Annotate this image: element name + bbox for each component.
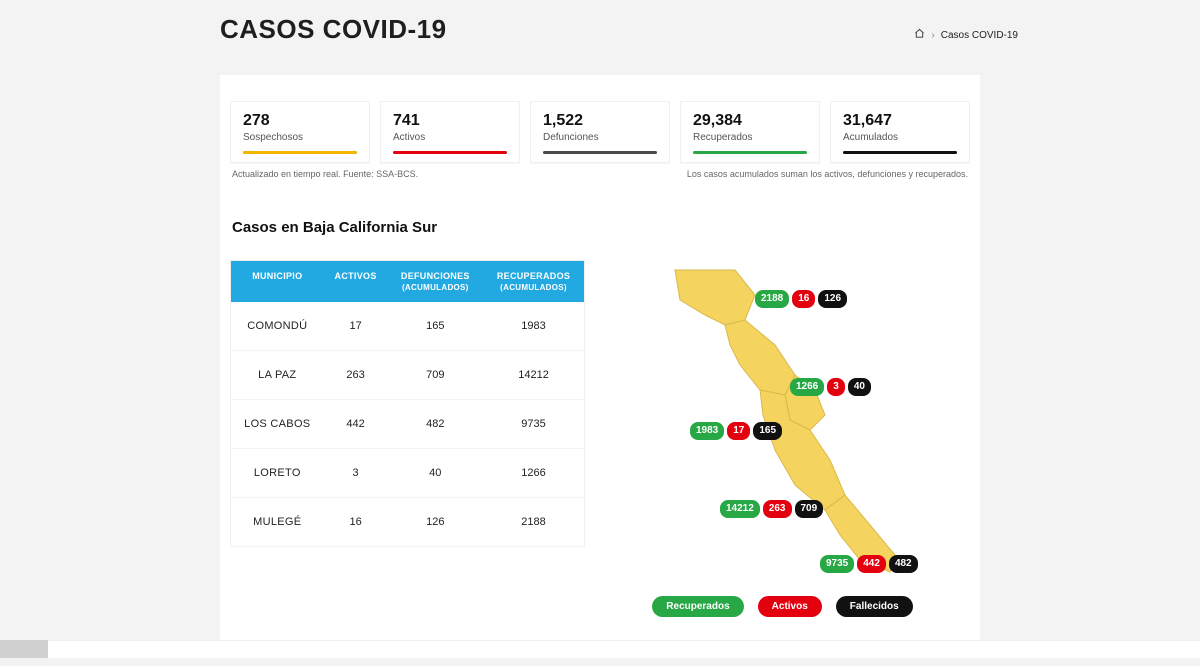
map-badge-set: 218816126: [755, 290, 847, 308]
table-row: MULEGÉ161262188: [231, 498, 585, 547]
cell-defunciones: 126: [388, 498, 484, 547]
cell-activos: 3: [324, 449, 388, 498]
note-right: Los casos acumulados suman los activos, …: [687, 169, 968, 179]
table-row: COMONDÚ171651983: [231, 302, 585, 351]
cell-recuperados: 2188: [483, 498, 584, 547]
stat-value: 1,522: [543, 112, 657, 130]
badge-recuperados: 1983: [690, 422, 724, 440]
stat-label: Recuperados: [693, 132, 807, 143]
cell-defunciones: 165: [388, 302, 484, 351]
stat-card-recuperados: 29,384 Recuperados: [680, 101, 820, 163]
stat-card-activos: 741 Activos: [380, 101, 520, 163]
badge-activos: 442: [857, 555, 886, 573]
cell-activos: 263: [324, 351, 388, 400]
cell-municipio: MULEGÉ: [231, 498, 324, 547]
cell-activos: 17: [324, 302, 388, 351]
cell-municipio: COMONDÚ: [231, 302, 324, 351]
table-row: LOS CABOS4424829735: [231, 400, 585, 449]
map-badge-set: 9735442482: [820, 555, 918, 573]
table-row: LORETO3401266: [231, 449, 585, 498]
cell-activos: 16: [324, 498, 388, 547]
stat-card-acumulados: 31,647 Acumulados: [830, 101, 970, 163]
cell-municipio: LA PAZ: [231, 351, 324, 400]
home-icon[interactable]: [914, 28, 925, 42]
map-badge-set: 14212263709: [720, 500, 823, 518]
stat-bar: [543, 151, 657, 154]
notes-row: Actualizado en tiempo real. Fuente: SSA-…: [220, 163, 980, 179]
legend-activos[interactable]: Activos: [758, 596, 822, 617]
legend-fallecidos[interactable]: Fallecidos: [836, 596, 913, 617]
stat-bar: [243, 151, 357, 154]
table-row: LA PAZ26370914212: [231, 351, 585, 400]
cell-recuperados: 1983: [483, 302, 584, 351]
breadcrumb-separator: ›: [931, 30, 934, 41]
main-content: 278 Sospechosos 741 Activos 1,522 Defunc…: [220, 75, 980, 640]
stat-card-sospechosos: 278 Sospechosos: [230, 101, 370, 163]
badge-activos: 263: [763, 500, 792, 518]
breadcrumb: › Casos COVID-19: [914, 28, 1018, 42]
footer-strip: [0, 640, 1200, 658]
stat-label: Sospechosos: [243, 132, 357, 143]
cases-table: MUNICIPIO ACTIVOS DEFUNCIONES (ACUMULADO…: [230, 260, 585, 547]
map-badge-set: 198317165: [690, 422, 782, 440]
badge-activos: 3: [827, 378, 845, 396]
map: 218816126 1266340 198317165 14212263709 9735…: [595, 260, 970, 590]
stat-label: Activos: [393, 132, 507, 143]
note-left: Actualizado en tiempo real. Fuente: SSA-…: [232, 169, 418, 179]
badge-activos: 16: [792, 290, 815, 308]
badge-recuperados: 9735: [820, 555, 854, 573]
cell-municipio: LOS CABOS: [231, 400, 324, 449]
legend-recuperados[interactable]: Recuperados: [652, 596, 743, 617]
badge-activos: 17: [727, 422, 750, 440]
badge-recuperados: 14212: [720, 500, 760, 518]
badge-defunciones: 40: [848, 378, 871, 396]
badge-defunciones: 482: [889, 555, 918, 573]
cell-activos: 442: [324, 400, 388, 449]
stat-label: Acumulados: [843, 132, 957, 143]
badge-recuperados: 2188: [755, 290, 789, 308]
section-title: Casos en Baja California Sur: [232, 219, 980, 236]
stat-label: Defunciones: [543, 132, 657, 143]
stat-card-defunciones: 1,522 Defunciones: [530, 101, 670, 163]
map-badge-set: 1266340: [790, 378, 871, 396]
map-legend: Recuperados Activos Fallecidos: [595, 596, 970, 617]
cell-defunciones: 709: [388, 351, 484, 400]
col-activos: ACTIVOS: [324, 261, 388, 303]
stat-value: 741: [393, 112, 507, 130]
stat-value: 29,384: [693, 112, 807, 130]
cell-recuperados: 1266: [483, 449, 584, 498]
cell-defunciones: 482: [388, 400, 484, 449]
badge-defunciones: 709: [795, 500, 824, 518]
stat-value: 31,647: [843, 112, 957, 130]
stat-value: 278: [243, 112, 357, 130]
breadcrumb-current: Casos COVID-19: [941, 30, 1018, 41]
map-svg: [645, 260, 915, 580]
col-municipio: MUNICIPIO: [231, 261, 324, 303]
page-title: CASOS COVID-19: [220, 14, 447, 45]
badge-recuperados: 1266: [790, 378, 824, 396]
stat-bar: [393, 151, 507, 154]
badge-defunciones: 165: [753, 422, 782, 440]
badge-defunciones: 126: [818, 290, 847, 308]
stat-bar: [843, 151, 957, 154]
cell-defunciones: 40: [388, 449, 484, 498]
stat-bar: [693, 151, 807, 154]
cell-recuperados: 14212: [483, 351, 584, 400]
stats-row: 278 Sospechosos 741 Activos 1,522 Defunc…: [220, 101, 980, 163]
col-recuperados: RECUPERADOS (ACUMULADOS): [483, 261, 584, 303]
col-defunciones: DEFUNCIONES (ACUMULADOS): [388, 261, 484, 303]
cell-recuperados: 9735: [483, 400, 584, 449]
cell-municipio: LORETO: [231, 449, 324, 498]
